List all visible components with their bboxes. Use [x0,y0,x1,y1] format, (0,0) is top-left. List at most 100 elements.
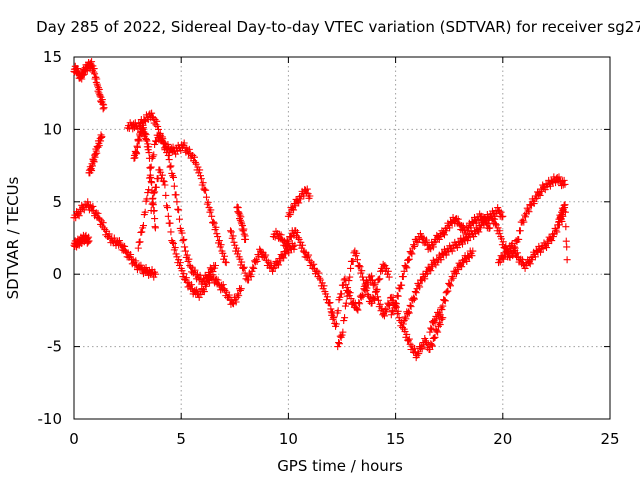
data-point [286,211,294,219]
data-point [446,281,454,289]
data-point [305,251,313,259]
data-point [172,191,180,199]
data-point [209,218,217,226]
data-point [217,286,225,294]
series-sat-c [70,198,159,281]
data-point [233,250,241,258]
data-point [263,256,271,264]
data-point [558,182,566,190]
data-point [187,263,195,271]
data-point [215,237,223,245]
data-point [239,264,247,272]
data-point [325,299,333,307]
data-point [169,173,177,181]
data-point [503,247,511,255]
data-point [236,255,244,263]
data-point [133,143,141,151]
data-point [423,270,431,278]
data-point [135,238,143,246]
data-point [341,314,349,322]
data-point [203,200,211,208]
series-sat-b [85,131,106,177]
data-point [381,262,389,270]
data-point [422,270,430,278]
data-point [378,304,386,312]
data-point [505,248,513,256]
data-point [399,320,407,328]
data-point [555,217,563,225]
data-point [191,158,199,166]
series-sat-j [233,203,250,243]
data-point [207,206,215,214]
data-point [498,235,506,243]
data-point [169,143,177,151]
data-point [525,208,533,216]
y-tick-label: -10 [38,410,63,428]
y-tick-labels: -10 -5 0 5 10 15 [38,48,63,428]
data-point [167,162,175,170]
data-point [306,192,314,200]
data-point [157,131,165,139]
data-point [404,256,412,264]
data-point [380,312,388,320]
data-point [92,209,100,217]
data-point [408,250,416,258]
data-point [150,273,158,281]
data-point [406,301,414,309]
data-point [341,302,349,310]
data-point [269,264,277,272]
data-point [494,224,502,232]
data-point [75,212,83,220]
data-point [427,324,435,332]
data-point [160,178,168,186]
data-point [175,215,183,223]
data-point [232,298,240,306]
data-point [279,237,287,245]
data-point [209,271,217,279]
data-point [196,172,204,180]
data-point [160,140,168,148]
data-point [110,234,118,242]
data-point [409,244,417,252]
data-point [336,332,344,340]
data-point [83,201,91,209]
data-point [458,263,466,271]
data-point [88,206,96,214]
data-point [257,248,265,256]
data-point [297,238,305,246]
data-point [97,217,105,225]
data-point [507,241,515,249]
data-point [415,281,423,289]
data-point [89,202,97,210]
data-point [370,295,378,303]
data-point [392,300,400,308]
data-point [207,266,215,274]
data-point [394,307,402,315]
data-point [280,254,288,262]
data-point [496,227,504,235]
data-point [515,235,523,243]
data-point [94,209,102,217]
data-point [304,253,312,261]
data-point [138,228,146,236]
data-point [195,293,203,301]
data-point [387,311,395,319]
data-point [356,263,364,271]
data-point [302,189,310,197]
data-point [509,245,517,253]
y-axis-label: SDTVAR / TECUs [4,176,22,299]
data-point [199,179,207,187]
data-point [356,300,364,308]
data-point [291,202,299,210]
data-point [190,153,198,161]
data-point [192,160,200,168]
data-point [151,140,159,148]
data-point [145,186,153,194]
data-point [433,255,441,263]
data-point [559,181,567,189]
data-point [446,217,454,225]
data-point [90,158,98,166]
chart-title: Day 285 of 2022, Sidereal Day-to-day VTE… [36,18,640,36]
data-point [448,247,456,255]
data-point [471,230,479,238]
